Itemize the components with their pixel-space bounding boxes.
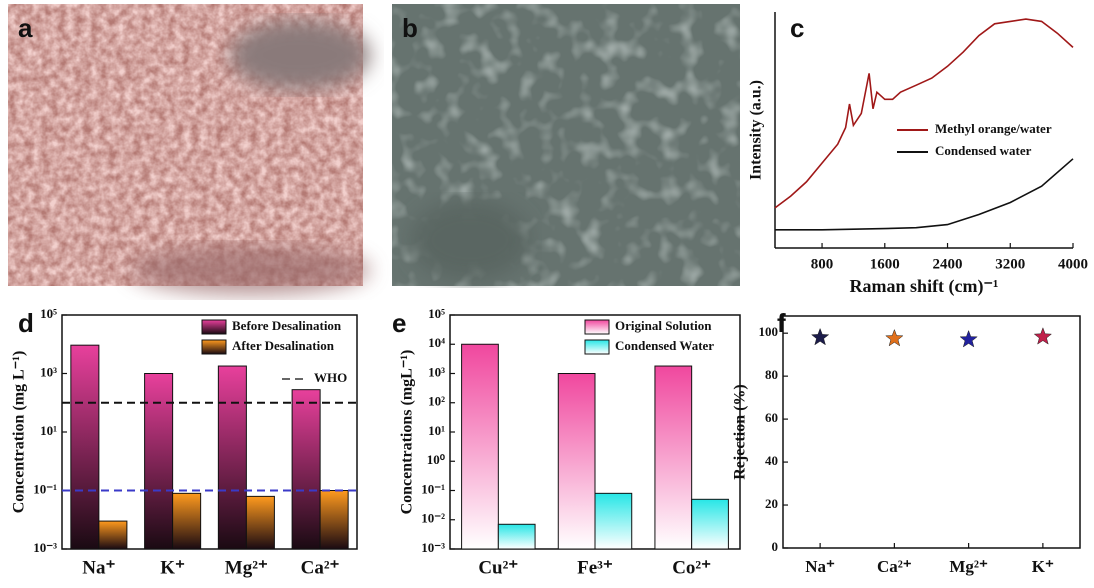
y-tick-label: 60 [765,410,778,425]
legend-swatch [584,319,610,335]
y-tick-label: 10⁵ [40,306,57,321]
y-tick-label: 10⁰ [427,452,446,467]
panel-label: d [18,308,34,338]
panel-label: c [790,13,804,43]
panel-label: a [18,13,33,43]
bar [654,365,693,550]
x-tick-label: Ca²⁺ [877,557,912,576]
spectrum-line [774,18,1074,209]
y-tick-label: 10¹ [428,423,445,438]
y-tick-label: 40 [765,453,778,468]
y-tick-label: 20 [765,496,778,511]
y-tick-label: 10⁻³ [421,540,445,555]
panel-label: e [392,308,406,338]
panel-label: b [402,13,418,43]
bar [497,523,536,550]
bar [691,498,729,550]
y-tick-label: 10¹ [40,423,57,438]
bar [245,495,275,550]
x-tick-label: Co²⁺ [672,557,711,578]
legend-label: After Desalination [232,338,335,353]
spectrum-line [775,158,1074,231]
bar [172,492,202,550]
x-tick-label: Ca²⁺ [301,557,340,578]
x-tick-label: Na⁺ [805,557,835,576]
legend-label: WHO [314,370,347,385]
y-tick-label: 0 [772,539,779,554]
panel-label: f [777,308,786,338]
x-tick-label: K⁺ [1032,557,1054,576]
x-tick-label: Mg²⁺ [225,557,268,578]
legend-swatch [584,339,610,355]
y-tick-label: 80 [765,367,778,382]
y-tick-label: 10⁴ [428,335,445,350]
x-tick-label: Cu²⁺ [478,557,518,578]
bar [557,373,596,550]
legend-label: Before Desalination [232,318,342,333]
legend-label: Condensed Water [615,338,714,353]
bar [319,490,349,550]
legend-label: Original Solution [615,318,712,333]
bar [461,343,499,550]
y-tick-label: 10² [428,394,445,409]
image-a: a [8,4,370,295]
y-axis-title: Rejection (%) [732,384,749,480]
x-tick-label: 1600 [870,256,900,272]
frame [782,315,1081,549]
legend-label: Condensed water [935,143,1032,158]
y-tick-label: 100 [759,324,779,339]
bar [70,344,100,550]
x-tick-label: 2400 [933,256,963,272]
y-tick-label: 10⁻² [421,511,445,526]
x-tick-label: K⁺ [160,557,185,578]
y-tick-label: 10³ [428,364,445,379]
y-tick-label: 10⁻¹ [33,481,57,496]
x-axis-title: Raman shift (cm)⁻¹ [850,276,999,297]
bar [291,389,321,550]
bar [594,492,633,550]
x-tick-label: Na⁺ [82,557,115,578]
bar [144,373,174,550]
star-marker [810,327,830,346]
star-marker [959,329,978,348]
bar [98,520,128,550]
legend-swatch [201,319,227,335]
y-tick-label: 10⁻¹ [421,481,445,496]
y-tick-label: 10⁵ [428,306,445,321]
x-tick-label: 800 [811,256,834,272]
y-axis-title: Concentrations (mgL⁻¹) [399,350,416,515]
image-b: b [392,4,740,286]
bar [217,365,247,550]
star-marker [1033,327,1053,345]
star-marker [885,328,904,347]
legend-swatch [201,339,227,355]
y-tick-label: 10⁻³ [33,540,57,555]
x-tick-label: Fe³⁺ [577,557,613,578]
x-tick-label: Mg²⁺ [949,557,988,576]
x-tick-label: 3200 [995,256,1025,272]
y-axis-title: Intensity (a.u.) [748,80,765,180]
y-tick-label: 10³ [40,364,57,379]
legend-label: Methyl orange/water [935,121,1052,136]
y-axis-title: Concentration (mg L⁻¹) [11,351,28,514]
x-tick-label: 4000 [1058,256,1088,272]
